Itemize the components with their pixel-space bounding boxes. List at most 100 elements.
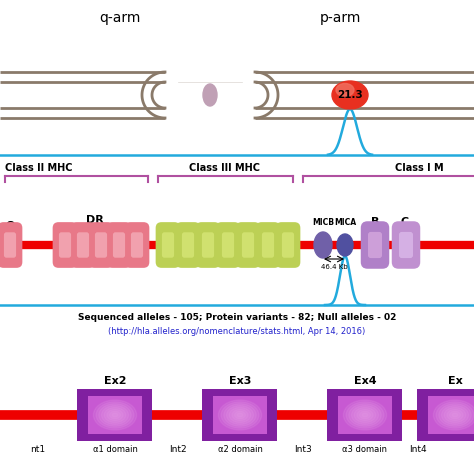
FancyBboxPatch shape xyxy=(428,396,474,434)
Ellipse shape xyxy=(354,408,376,422)
FancyBboxPatch shape xyxy=(328,389,402,441)
FancyBboxPatch shape xyxy=(255,222,280,268)
Text: Ex2: Ex2 xyxy=(104,376,126,386)
Ellipse shape xyxy=(109,411,120,419)
FancyBboxPatch shape xyxy=(361,221,389,269)
Ellipse shape xyxy=(357,410,373,420)
FancyBboxPatch shape xyxy=(125,222,149,268)
FancyBboxPatch shape xyxy=(89,222,113,268)
Ellipse shape xyxy=(221,402,259,428)
FancyBboxPatch shape xyxy=(282,232,294,258)
Ellipse shape xyxy=(104,408,126,422)
FancyBboxPatch shape xyxy=(216,222,240,268)
Text: Class II MHC: Class II MHC xyxy=(5,163,73,173)
Ellipse shape xyxy=(203,84,217,106)
Ellipse shape xyxy=(343,400,387,430)
Ellipse shape xyxy=(227,406,254,424)
FancyBboxPatch shape xyxy=(155,222,180,268)
Ellipse shape xyxy=(93,400,137,430)
Text: Ex3: Ex3 xyxy=(229,376,251,386)
Ellipse shape xyxy=(439,404,471,426)
Ellipse shape xyxy=(433,400,474,430)
Text: Sequenced alleles - 105; Protein variants - 82; Null alleles - 02: Sequenced alleles - 105; Protein variant… xyxy=(78,313,396,322)
Ellipse shape xyxy=(349,404,381,426)
Ellipse shape xyxy=(346,402,384,428)
FancyBboxPatch shape xyxy=(222,232,234,258)
FancyBboxPatch shape xyxy=(202,389,277,441)
Ellipse shape xyxy=(112,413,118,417)
Text: nt1: nt1 xyxy=(30,445,46,454)
FancyBboxPatch shape xyxy=(77,232,89,258)
Ellipse shape xyxy=(336,83,354,97)
Text: (http://hla.alleles.org/nomenclature/stats.html, Apr 14, 2016): (http://hla.alleles.org/nomenclature/sta… xyxy=(109,328,365,337)
FancyBboxPatch shape xyxy=(182,232,194,258)
Text: q-arm: q-arm xyxy=(100,11,141,25)
FancyBboxPatch shape xyxy=(196,222,220,268)
FancyBboxPatch shape xyxy=(338,396,392,434)
Ellipse shape xyxy=(101,406,128,424)
Ellipse shape xyxy=(332,81,368,109)
Ellipse shape xyxy=(107,410,123,420)
FancyBboxPatch shape xyxy=(113,232,125,258)
Text: α2 domain: α2 domain xyxy=(218,445,263,454)
Ellipse shape xyxy=(237,413,243,417)
Text: 21.3: 21.3 xyxy=(337,90,363,100)
FancyBboxPatch shape xyxy=(276,222,301,268)
FancyBboxPatch shape xyxy=(242,232,254,258)
FancyBboxPatch shape xyxy=(78,389,153,441)
Ellipse shape xyxy=(96,402,134,428)
Text: α3 domain: α3 domain xyxy=(343,445,388,454)
Ellipse shape xyxy=(450,411,460,419)
Text: 46.4 Kb: 46.4 Kb xyxy=(321,264,347,270)
Text: Class III MHC: Class III MHC xyxy=(190,163,261,173)
FancyBboxPatch shape xyxy=(59,232,71,258)
FancyBboxPatch shape xyxy=(131,232,143,258)
Ellipse shape xyxy=(314,232,332,258)
FancyBboxPatch shape xyxy=(202,232,214,258)
Text: Ex4: Ex4 xyxy=(354,376,376,386)
Ellipse shape xyxy=(447,410,463,420)
Text: MICA: MICA xyxy=(334,218,356,227)
FancyBboxPatch shape xyxy=(213,396,267,434)
FancyBboxPatch shape xyxy=(176,222,201,268)
FancyBboxPatch shape xyxy=(88,396,142,434)
Ellipse shape xyxy=(232,410,248,420)
Ellipse shape xyxy=(337,234,353,256)
Text: B: B xyxy=(371,217,379,227)
FancyBboxPatch shape xyxy=(53,222,77,268)
Text: Q: Q xyxy=(5,220,15,230)
FancyBboxPatch shape xyxy=(0,222,22,268)
Text: Class I M: Class I M xyxy=(395,163,444,173)
Ellipse shape xyxy=(362,413,368,417)
Ellipse shape xyxy=(441,406,468,424)
Text: C: C xyxy=(401,217,409,227)
Text: α1 domain: α1 domain xyxy=(92,445,137,454)
FancyBboxPatch shape xyxy=(418,389,474,441)
FancyBboxPatch shape xyxy=(236,222,260,268)
Ellipse shape xyxy=(352,406,379,424)
Text: p-arm: p-arm xyxy=(319,11,361,25)
Text: Int3: Int3 xyxy=(294,445,312,454)
Ellipse shape xyxy=(360,411,370,419)
FancyBboxPatch shape xyxy=(71,222,95,268)
FancyBboxPatch shape xyxy=(4,232,16,258)
Ellipse shape xyxy=(452,413,458,417)
Text: Ex: Ex xyxy=(447,376,462,386)
Ellipse shape xyxy=(436,402,474,428)
Ellipse shape xyxy=(219,400,262,430)
FancyBboxPatch shape xyxy=(162,232,174,258)
FancyBboxPatch shape xyxy=(399,232,413,258)
Ellipse shape xyxy=(235,411,246,419)
FancyBboxPatch shape xyxy=(95,232,107,258)
Text: Int4: Int4 xyxy=(409,445,427,454)
FancyBboxPatch shape xyxy=(107,222,131,268)
Ellipse shape xyxy=(224,404,256,426)
Text: Int2: Int2 xyxy=(169,445,187,454)
Ellipse shape xyxy=(229,408,251,422)
FancyBboxPatch shape xyxy=(392,221,420,269)
FancyBboxPatch shape xyxy=(262,232,274,258)
Ellipse shape xyxy=(444,408,466,422)
FancyBboxPatch shape xyxy=(368,232,382,258)
Ellipse shape xyxy=(99,404,131,426)
Text: MICB: MICB xyxy=(312,218,334,227)
